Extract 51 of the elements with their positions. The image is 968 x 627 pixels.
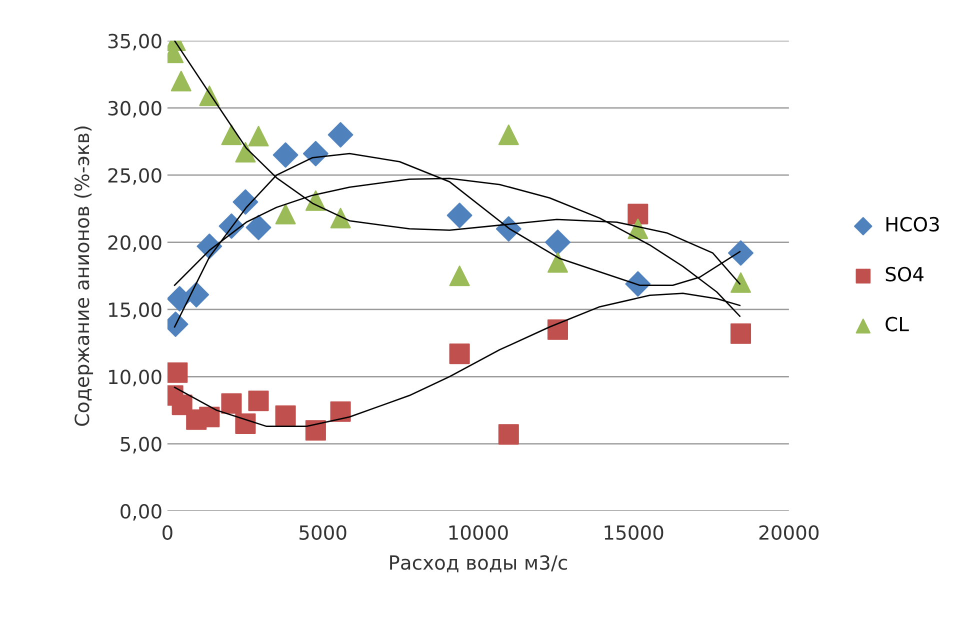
point: [272, 142, 298, 168]
point: [330, 401, 351, 422]
point: [449, 266, 470, 286]
x-tick-label: 10000: [449, 525, 508, 540]
point: [547, 252, 568, 273]
point: [449, 344, 470, 364]
y-tick-label: 15,00: [109, 302, 162, 320]
point: [248, 390, 269, 412]
point: [498, 124, 519, 146]
y-tick-label: 30,00: [108, 100, 162, 118]
point: [235, 413, 256, 434]
point: [275, 204, 296, 224]
y-tick-label: 20,00: [108, 235, 162, 252]
legend-label: HCO3: [886, 216, 939, 232]
x-tick-label: 15000: [604, 525, 664, 540]
y-tick-label: 25,00: [108, 168, 162, 185]
point: [246, 214, 272, 240]
point: [330, 208, 351, 228]
x-tick-label: 0: [162, 525, 172, 540]
point: [172, 394, 192, 416]
x-tick-label: 5000: [300, 525, 346, 540]
point: [275, 405, 296, 426]
point: [446, 202, 472, 228]
point: [728, 240, 754, 266]
x-axis-title: Расход воды м3/с: [390, 555, 567, 572]
point: [248, 126, 269, 146]
point: [305, 420, 326, 441]
point: [730, 272, 752, 293]
y-tick-label: 5,00: [120, 436, 162, 454]
x-tick-label: 20000: [759, 525, 819, 540]
point: [328, 122, 354, 148]
point: [232, 189, 258, 215]
point: [221, 393, 242, 414]
y-axis-title: Содержание анионов (%-экв): [74, 126, 94, 426]
point: [498, 424, 519, 445]
point: [730, 323, 752, 344]
legend-label: CL: [886, 316, 909, 332]
point: [625, 271, 651, 297]
point: [628, 204, 648, 224]
point: [547, 319, 568, 340]
point: [221, 124, 242, 146]
point: [199, 406, 220, 428]
y-tick-label: 10,00: [109, 370, 162, 386]
point: [545, 230, 570, 256]
point: [302, 140, 328, 166]
point: [235, 142, 256, 163]
point: [170, 70, 192, 92]
legend-label: SO4: [886, 266, 924, 282]
y-tick-label: 0,00: [120, 504, 162, 521]
point: [167, 362, 188, 383]
y-tick-label: 35,00: [108, 34, 162, 50]
